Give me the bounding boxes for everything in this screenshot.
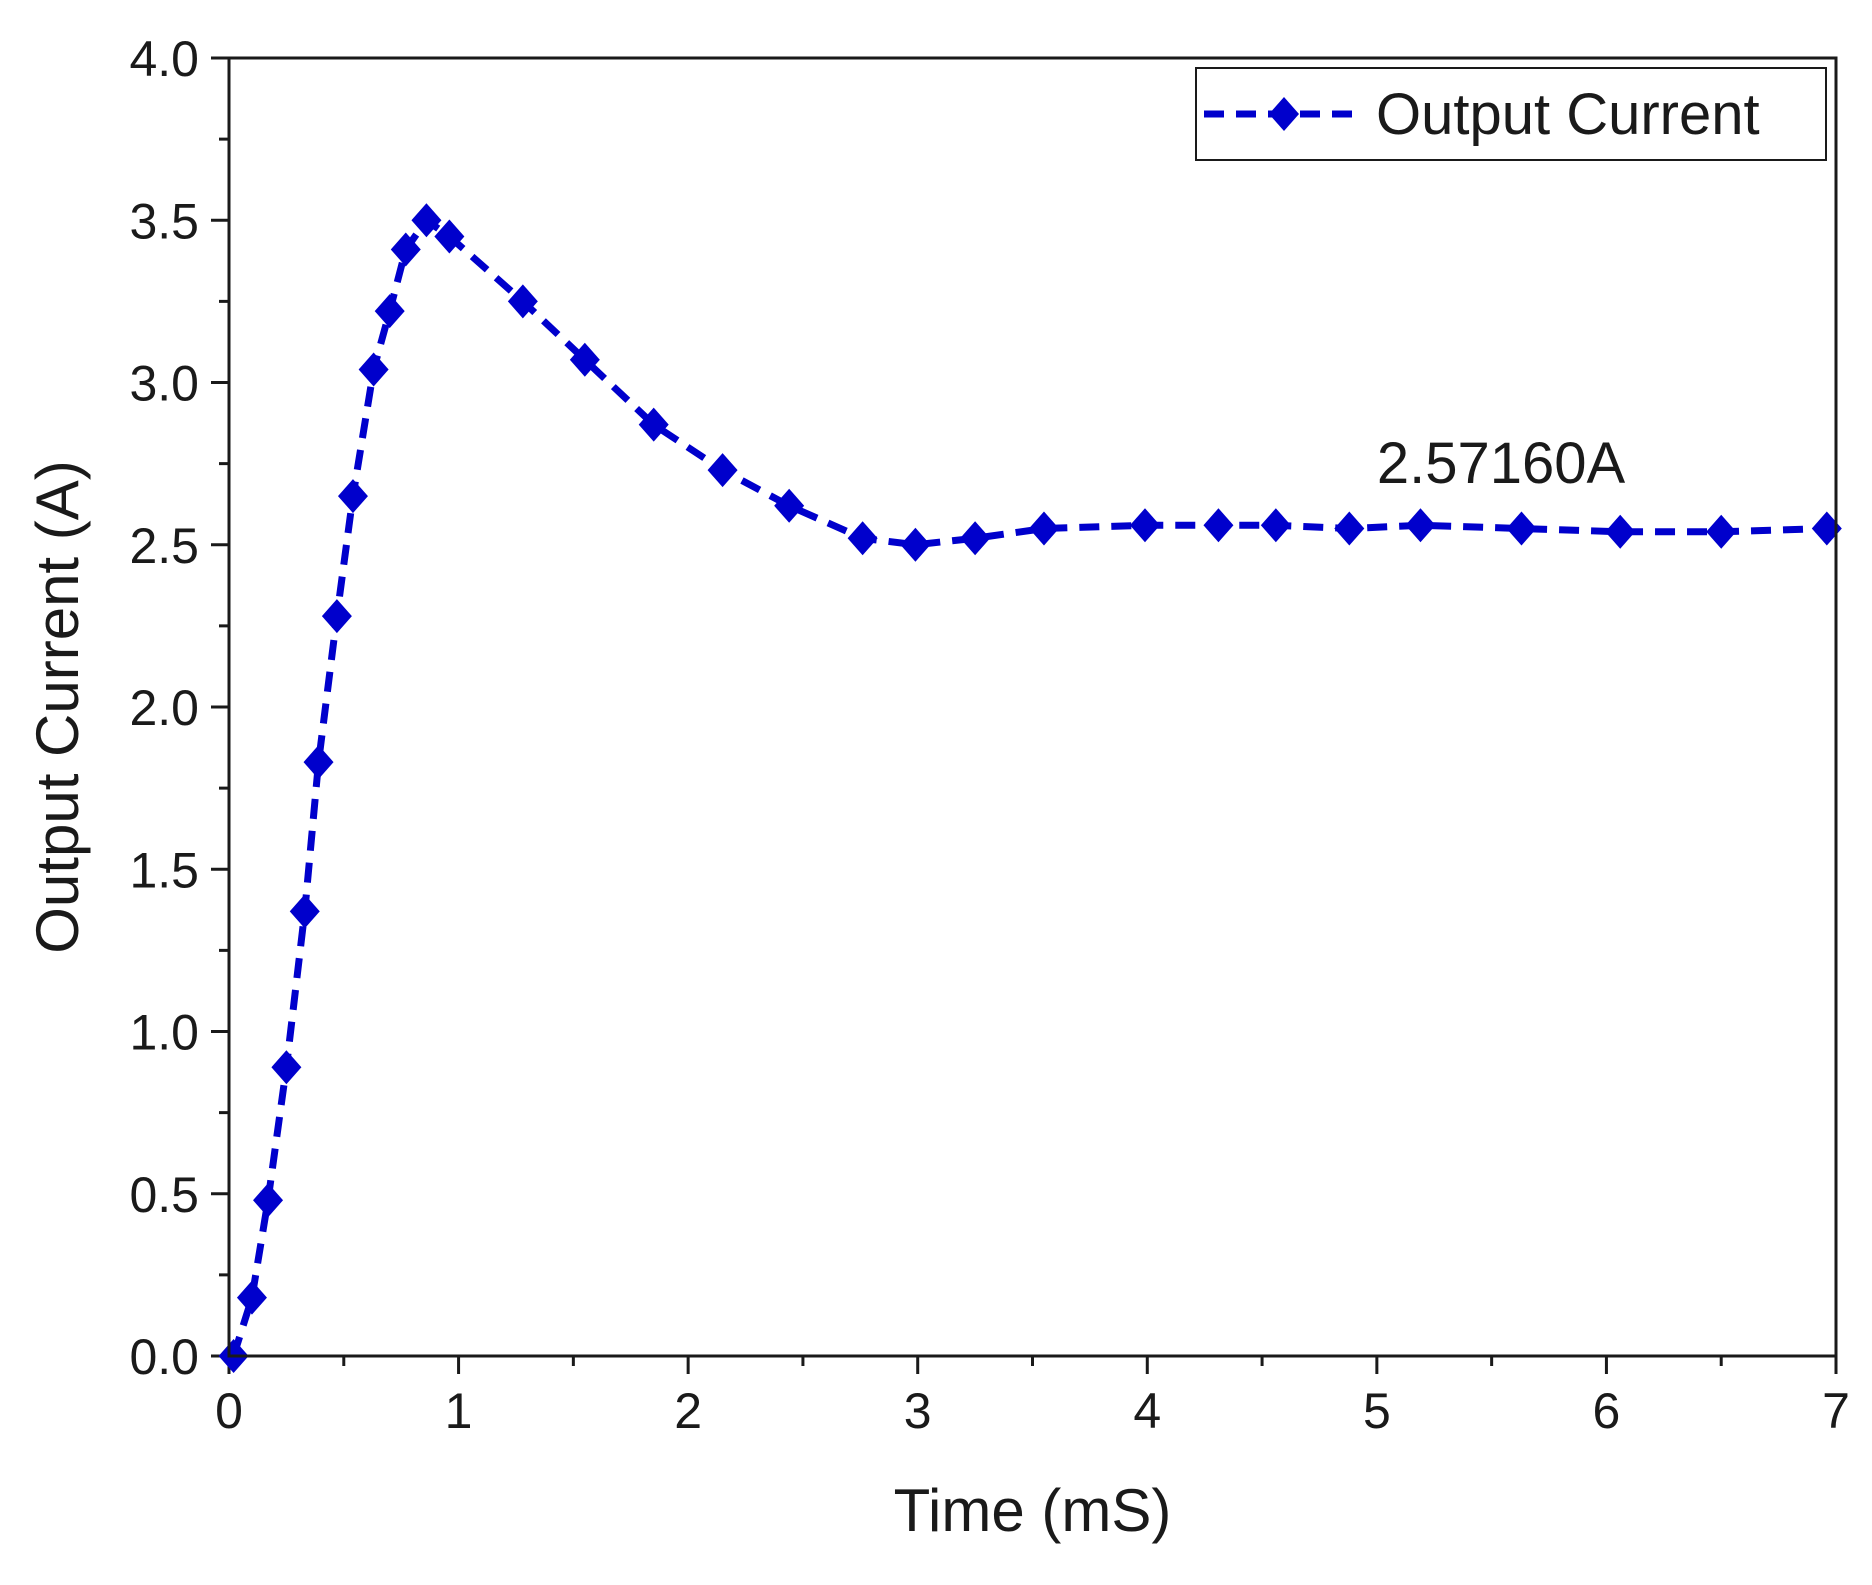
steady-state-annotation: 2.57160A <box>1377 431 1626 496</box>
annotation-layer: 2.57160A <box>1377 431 1626 496</box>
data-point-marker <box>1028 511 1059 546</box>
x-tick-label: 5 <box>1363 1383 1391 1439</box>
y-tick-label: 3.5 <box>129 193 199 249</box>
y-tick-label: 2.5 <box>129 518 199 574</box>
data-point-marker <box>774 488 805 523</box>
data-point-marker <box>390 232 421 267</box>
data-point-marker <box>303 745 334 780</box>
data-point-marker <box>337 479 368 514</box>
data-point-marker <box>1260 508 1291 543</box>
x-tick-label: 4 <box>1133 1383 1161 1439</box>
data-point-marker <box>1203 508 1234 543</box>
data-point-marker <box>1405 508 1436 543</box>
data-point-marker <box>638 407 669 442</box>
data-point-marker <box>1811 511 1842 546</box>
data-point-marker <box>507 284 538 319</box>
x-tick-labels: 0 1 2 3 4 5 6 7 <box>215 1383 1850 1439</box>
x-tick-label: 2 <box>674 1383 702 1439</box>
data-point-marker <box>321 599 352 634</box>
data-point-marker <box>569 342 600 377</box>
legend-diamond-marker <box>1269 97 1299 131</box>
data-point-marker <box>1129 508 1160 543</box>
data-point-marker <box>960 521 991 556</box>
y-tick-label: 3.0 <box>129 356 199 412</box>
data-point-marker <box>236 1280 267 1315</box>
y-tick-label: 1.5 <box>129 842 199 898</box>
x-tick-label: 3 <box>904 1383 932 1439</box>
y-tick-label: 4.0 <box>129 31 199 87</box>
data-point-marker <box>900 527 931 562</box>
y-tick-label: 2.0 <box>129 680 199 736</box>
data-point-marker <box>271 1050 302 1085</box>
data-point-marker <box>411 203 442 238</box>
data-point-marker <box>1506 511 1537 546</box>
y-tick-label: 0.0 <box>129 1329 199 1385</box>
plot-frame <box>227 56 1838 1358</box>
data-point-marker <box>289 894 320 929</box>
data-point-marker <box>374 294 405 329</box>
x-tick-label: 0 <box>215 1383 243 1439</box>
legend-label: Output Current <box>1376 82 1760 147</box>
data-point-marker <box>707 453 738 488</box>
y-tick-label: 1.0 <box>129 1005 199 1061</box>
data-point-marker <box>253 1183 284 1218</box>
data-point-marker <box>1706 514 1737 549</box>
y-tick-labels: 0.0 0.5 1.0 1.5 2.0 2.5 3.0 3.5 4.0 <box>129 31 199 1385</box>
data-point-marker <box>847 521 878 556</box>
data-point-marker <box>358 352 389 387</box>
data-point-marker <box>1334 511 1365 546</box>
x-tick-label: 7 <box>1822 1383 1850 1439</box>
y-axis-title: Output Current (A) <box>24 460 91 954</box>
legend: Output Current <box>1195 67 1827 161</box>
y-tick-label: 0.5 <box>129 1167 199 1223</box>
x-tick-label: 6 <box>1593 1383 1621 1439</box>
series-layer <box>218 203 1842 1373</box>
minor-ticks <box>219 137 1723 1366</box>
data-point-marker <box>1605 514 1636 549</box>
x-tick-label: 1 <box>445 1383 473 1439</box>
x-axis-title: Time (mS) <box>894 1477 1172 1544</box>
major-ticks <box>211 56 1838 1374</box>
data-point-marker <box>434 219 465 254</box>
